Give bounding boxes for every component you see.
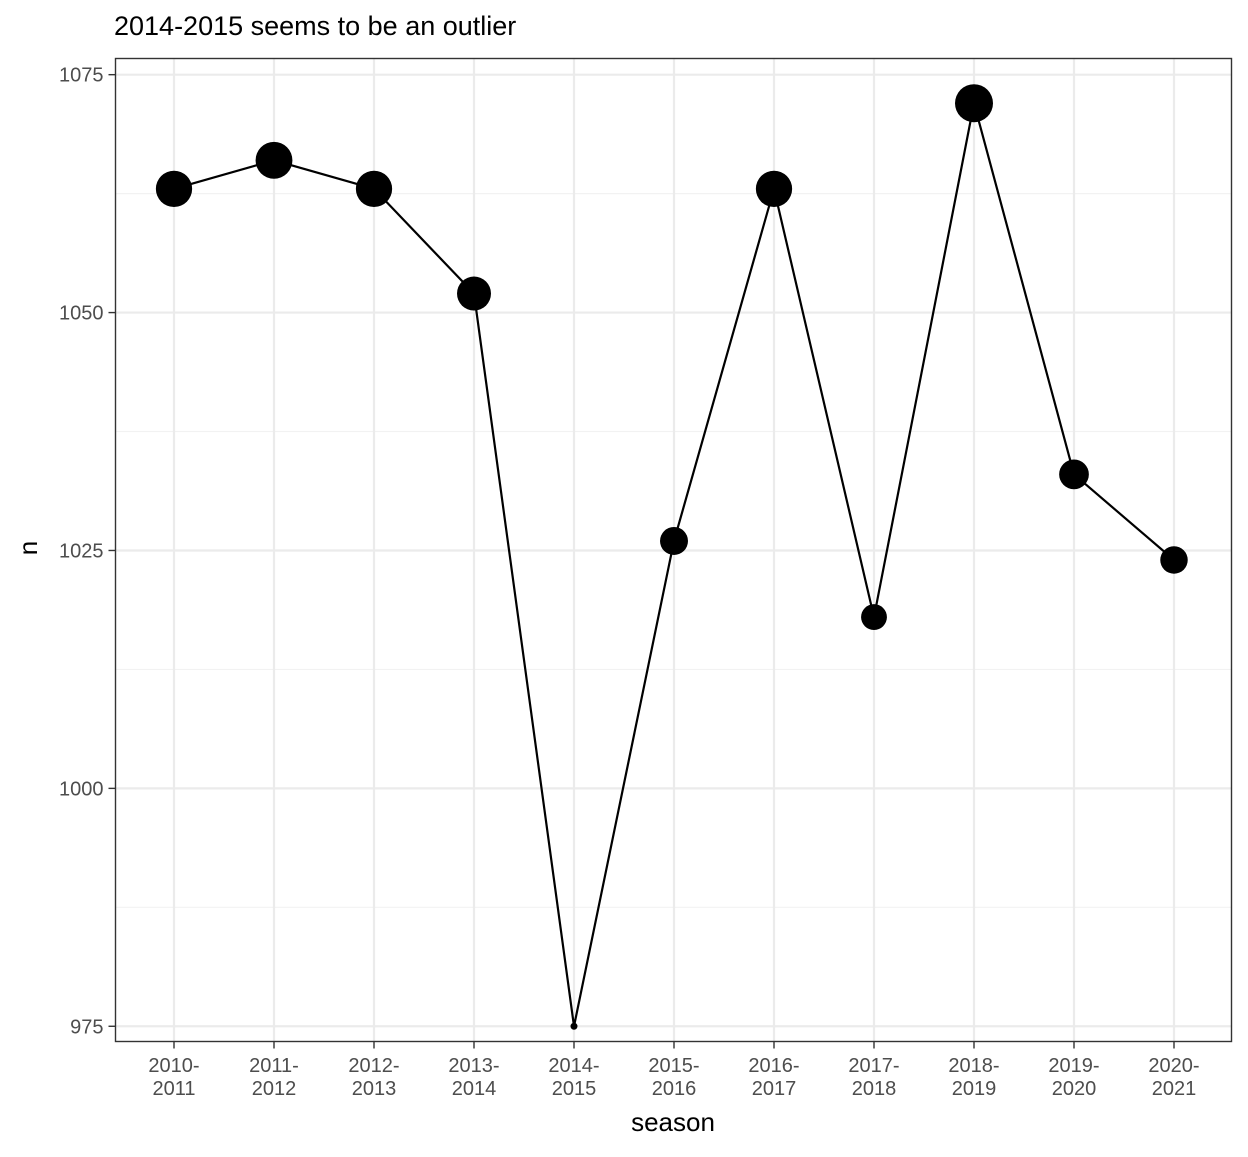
- data-point: [660, 526, 688, 555]
- x-tick-label-line: 2010-: [148, 1055, 199, 1077]
- x-tick-label-line: 2020-: [1148, 1055, 1199, 1077]
- y-axis-title: n: [13, 541, 43, 555]
- data-point: [861, 604, 887, 631]
- data-point: [755, 170, 793, 207]
- x-tick-label: 2014-2015: [548, 1055, 599, 1100]
- x-tick-label-line: 2021: [1152, 1078, 1197, 1100]
- x-tick-label: 2012-2013: [348, 1055, 399, 1100]
- x-tick-label: 2017-2018: [848, 1055, 899, 1100]
- data-point: [155, 170, 193, 207]
- x-tick-label-line: 2019-: [1048, 1055, 1099, 1077]
- y-tick-label: 1050: [59, 303, 104, 325]
- data-point: [1059, 459, 1089, 490]
- y-tick-label: 1075: [59, 65, 104, 87]
- x-axis-title: season: [631, 1107, 715, 1137]
- x-tick-label-line: 2016: [652, 1078, 697, 1100]
- x-tick-label-line: 2020: [1052, 1078, 1097, 1100]
- x-tick-label-line: 2017: [752, 1078, 797, 1100]
- y-tick-label: 975: [70, 1016, 103, 1038]
- x-tick-label-line: 2016-: [748, 1055, 799, 1077]
- x-tick-label: 2015-2016: [648, 1055, 699, 1100]
- data-point: [1160, 546, 1188, 574]
- x-tick-label: 2010-2011: [148, 1055, 199, 1100]
- y-tick-label: 1025: [59, 540, 104, 562]
- x-tick-label-line: 2018-: [948, 1055, 999, 1077]
- x-tick-label: 2019-2020: [1048, 1055, 1099, 1100]
- data-point: [570, 1022, 578, 1030]
- x-tick-label-line: 2018: [852, 1078, 897, 1100]
- x-tick-label: 2018-2019: [948, 1055, 999, 1100]
- x-tick-label-line: 2015: [552, 1078, 597, 1100]
- data-point: [955, 84, 993, 123]
- data-point: [355, 170, 393, 207]
- x-tick-label-line: 2011-: [249, 1055, 299, 1077]
- x-tick-label-line: 2015-: [648, 1055, 699, 1077]
- chart-title: 2014-2015 seems to be an outlier: [114, 11, 516, 41]
- y-tick-label: 1000: [59, 778, 104, 800]
- data-point: [255, 141, 293, 179]
- axes: 97510001025105010752010-20112011-2012201…: [59, 65, 1200, 1100]
- series: [155, 84, 1188, 1030]
- x-tick-label-line: 2013: [352, 1078, 397, 1100]
- x-tick-label-line: 2013-: [448, 1055, 499, 1077]
- grid: [115, 58, 1232, 1042]
- x-tick-label: 2013-2014: [448, 1055, 499, 1100]
- x-tick-label: 2011-2012: [249, 1055, 299, 1100]
- x-tick-label-line: 2011: [152, 1078, 195, 1100]
- x-tick-label-line: 2014: [452, 1078, 497, 1100]
- x-tick-label-line: 2012-: [348, 1055, 399, 1077]
- data-point: [457, 276, 491, 311]
- x-tick-label-line: 2012: [252, 1078, 297, 1100]
- x-tick-label-line: 2017-: [848, 1055, 899, 1077]
- x-tick-label-line: 2019: [952, 1078, 997, 1100]
- x-tick-label: 2020-2021: [1148, 1055, 1199, 1100]
- x-tick-label-line: 2014-: [548, 1055, 599, 1077]
- x-tick-label: 2016-2017: [748, 1055, 799, 1100]
